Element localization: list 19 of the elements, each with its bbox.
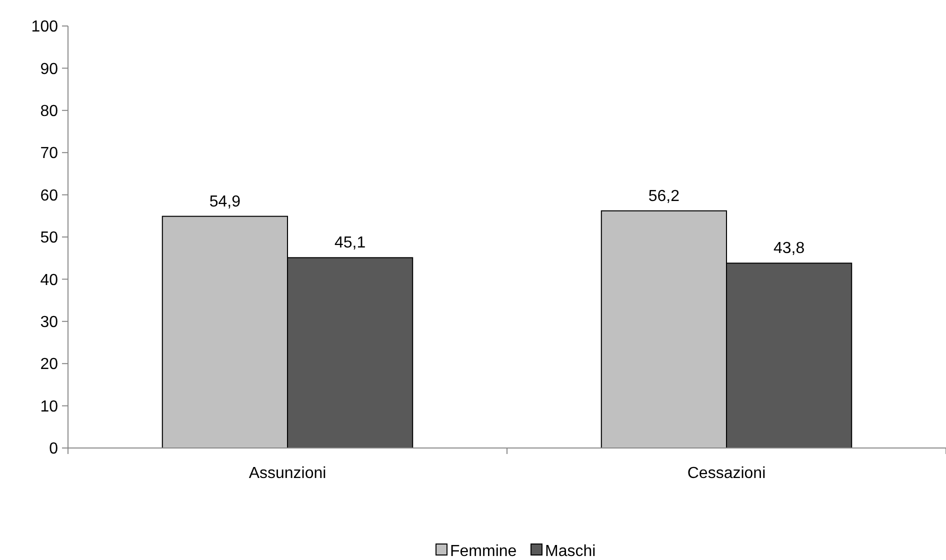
legend-label: Femmine: [450, 543, 517, 560]
y-tick-label: 90: [40, 60, 58, 78]
data-label: 54,9: [209, 193, 241, 210]
y-tick-label: 60: [40, 187, 58, 204]
x-tick-label: Assunzioni: [248, 465, 326, 482]
y-tick-label: 40: [40, 272, 58, 289]
x-tick-label: Cessazioni: [687, 465, 766, 482]
data-label: 45,1: [334, 234, 366, 252]
y-tick-label: 30: [40, 314, 58, 331]
y-tick-label: 100: [31, 18, 58, 36]
y-tick-label: 80: [40, 103, 58, 120]
y-tick-label: 20: [40, 356, 58, 374]
y-tick-label: 70: [40, 145, 58, 162]
legend-label: Maschi: [545, 543, 596, 560]
y-tick-label: 0: [49, 440, 58, 458]
data-label: 43,8: [773, 240, 805, 258]
y-tick-label: 10: [40, 398, 58, 416]
y-tick-label: 50: [40, 230, 58, 247]
data-label: 56,2: [648, 188, 680, 205]
